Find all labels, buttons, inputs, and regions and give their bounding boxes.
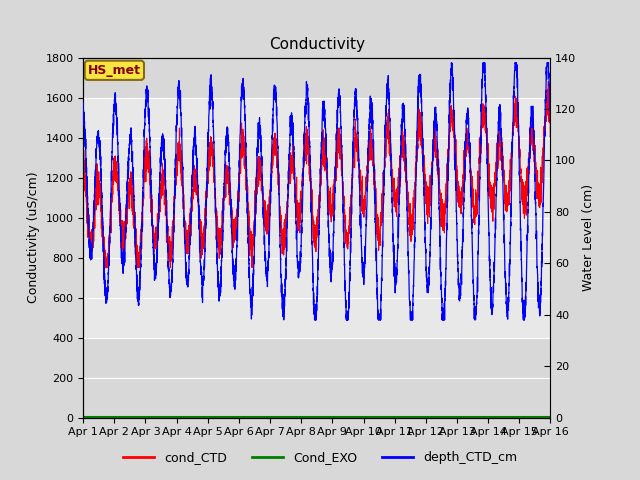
Y-axis label: Conductivity (uS/cm): Conductivity (uS/cm) [27,172,40,303]
Bar [83,97,550,337]
Y-axis label: Water Level (cm): Water Level (cm) [582,184,595,291]
Legend: cond_CTD, Cond_EXO, depth_CTD_cm: cond_CTD, Cond_EXO, depth_CTD_cm [118,446,522,469]
Text: HS_met: HS_met [88,64,141,77]
Title: Conductivity: Conductivity [269,37,365,52]
